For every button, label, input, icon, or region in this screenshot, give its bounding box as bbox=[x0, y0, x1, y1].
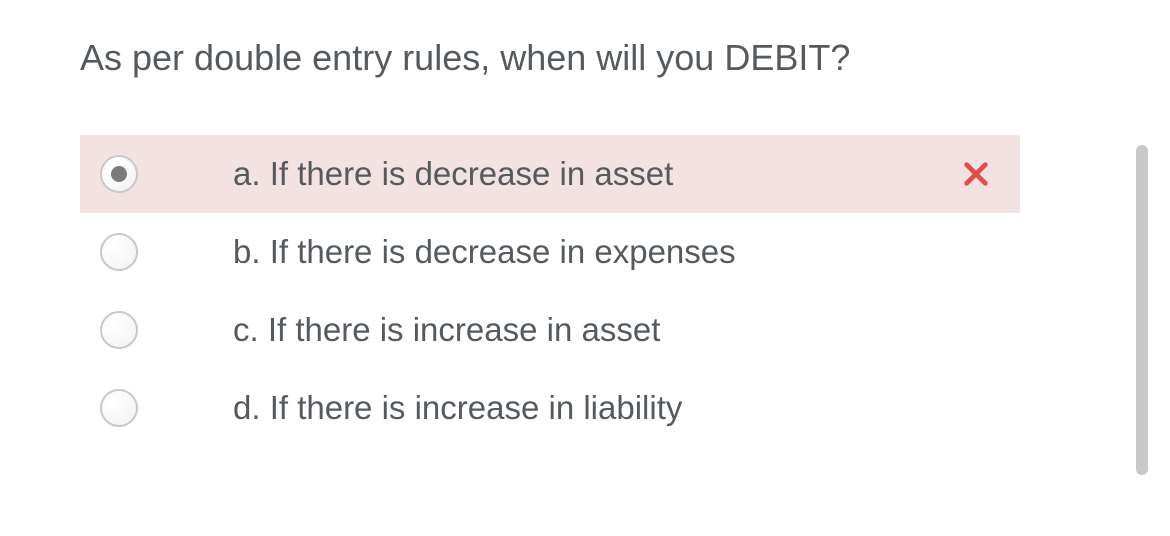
option-c-label: c. If there is increase in asset bbox=[233, 311, 660, 349]
quiz-container: As per double entry rules, when will you… bbox=[0, 0, 1100, 482]
option-d[interactable]: d. If there is increase in liability bbox=[80, 369, 1020, 447]
radio-option-d[interactable] bbox=[100, 389, 138, 427]
radio-option-b[interactable] bbox=[100, 233, 138, 271]
option-b[interactable]: b. If there is decrease in expenses bbox=[80, 213, 1020, 291]
option-a-label: a. If there is decrease in asset bbox=[233, 155, 673, 193]
question-text: As per double entry rules, when will you… bbox=[80, 35, 1020, 80]
radio-option-c[interactable] bbox=[100, 311, 138, 349]
radio-option-a[interactable] bbox=[100, 155, 138, 193]
options-list: a. If there is decrease in asset b. If t… bbox=[80, 135, 1020, 447]
option-b-label: b. If there is decrease in expenses bbox=[233, 233, 736, 271]
scrollbar-thumb[interactable] bbox=[1136, 145, 1148, 475]
option-d-label: d. If there is increase in liability bbox=[233, 389, 682, 427]
option-c[interactable]: c. If there is increase in asset bbox=[80, 291, 1020, 369]
option-a[interactable]: a. If there is decrease in asset bbox=[80, 135, 1020, 213]
incorrect-icon bbox=[962, 160, 990, 188]
